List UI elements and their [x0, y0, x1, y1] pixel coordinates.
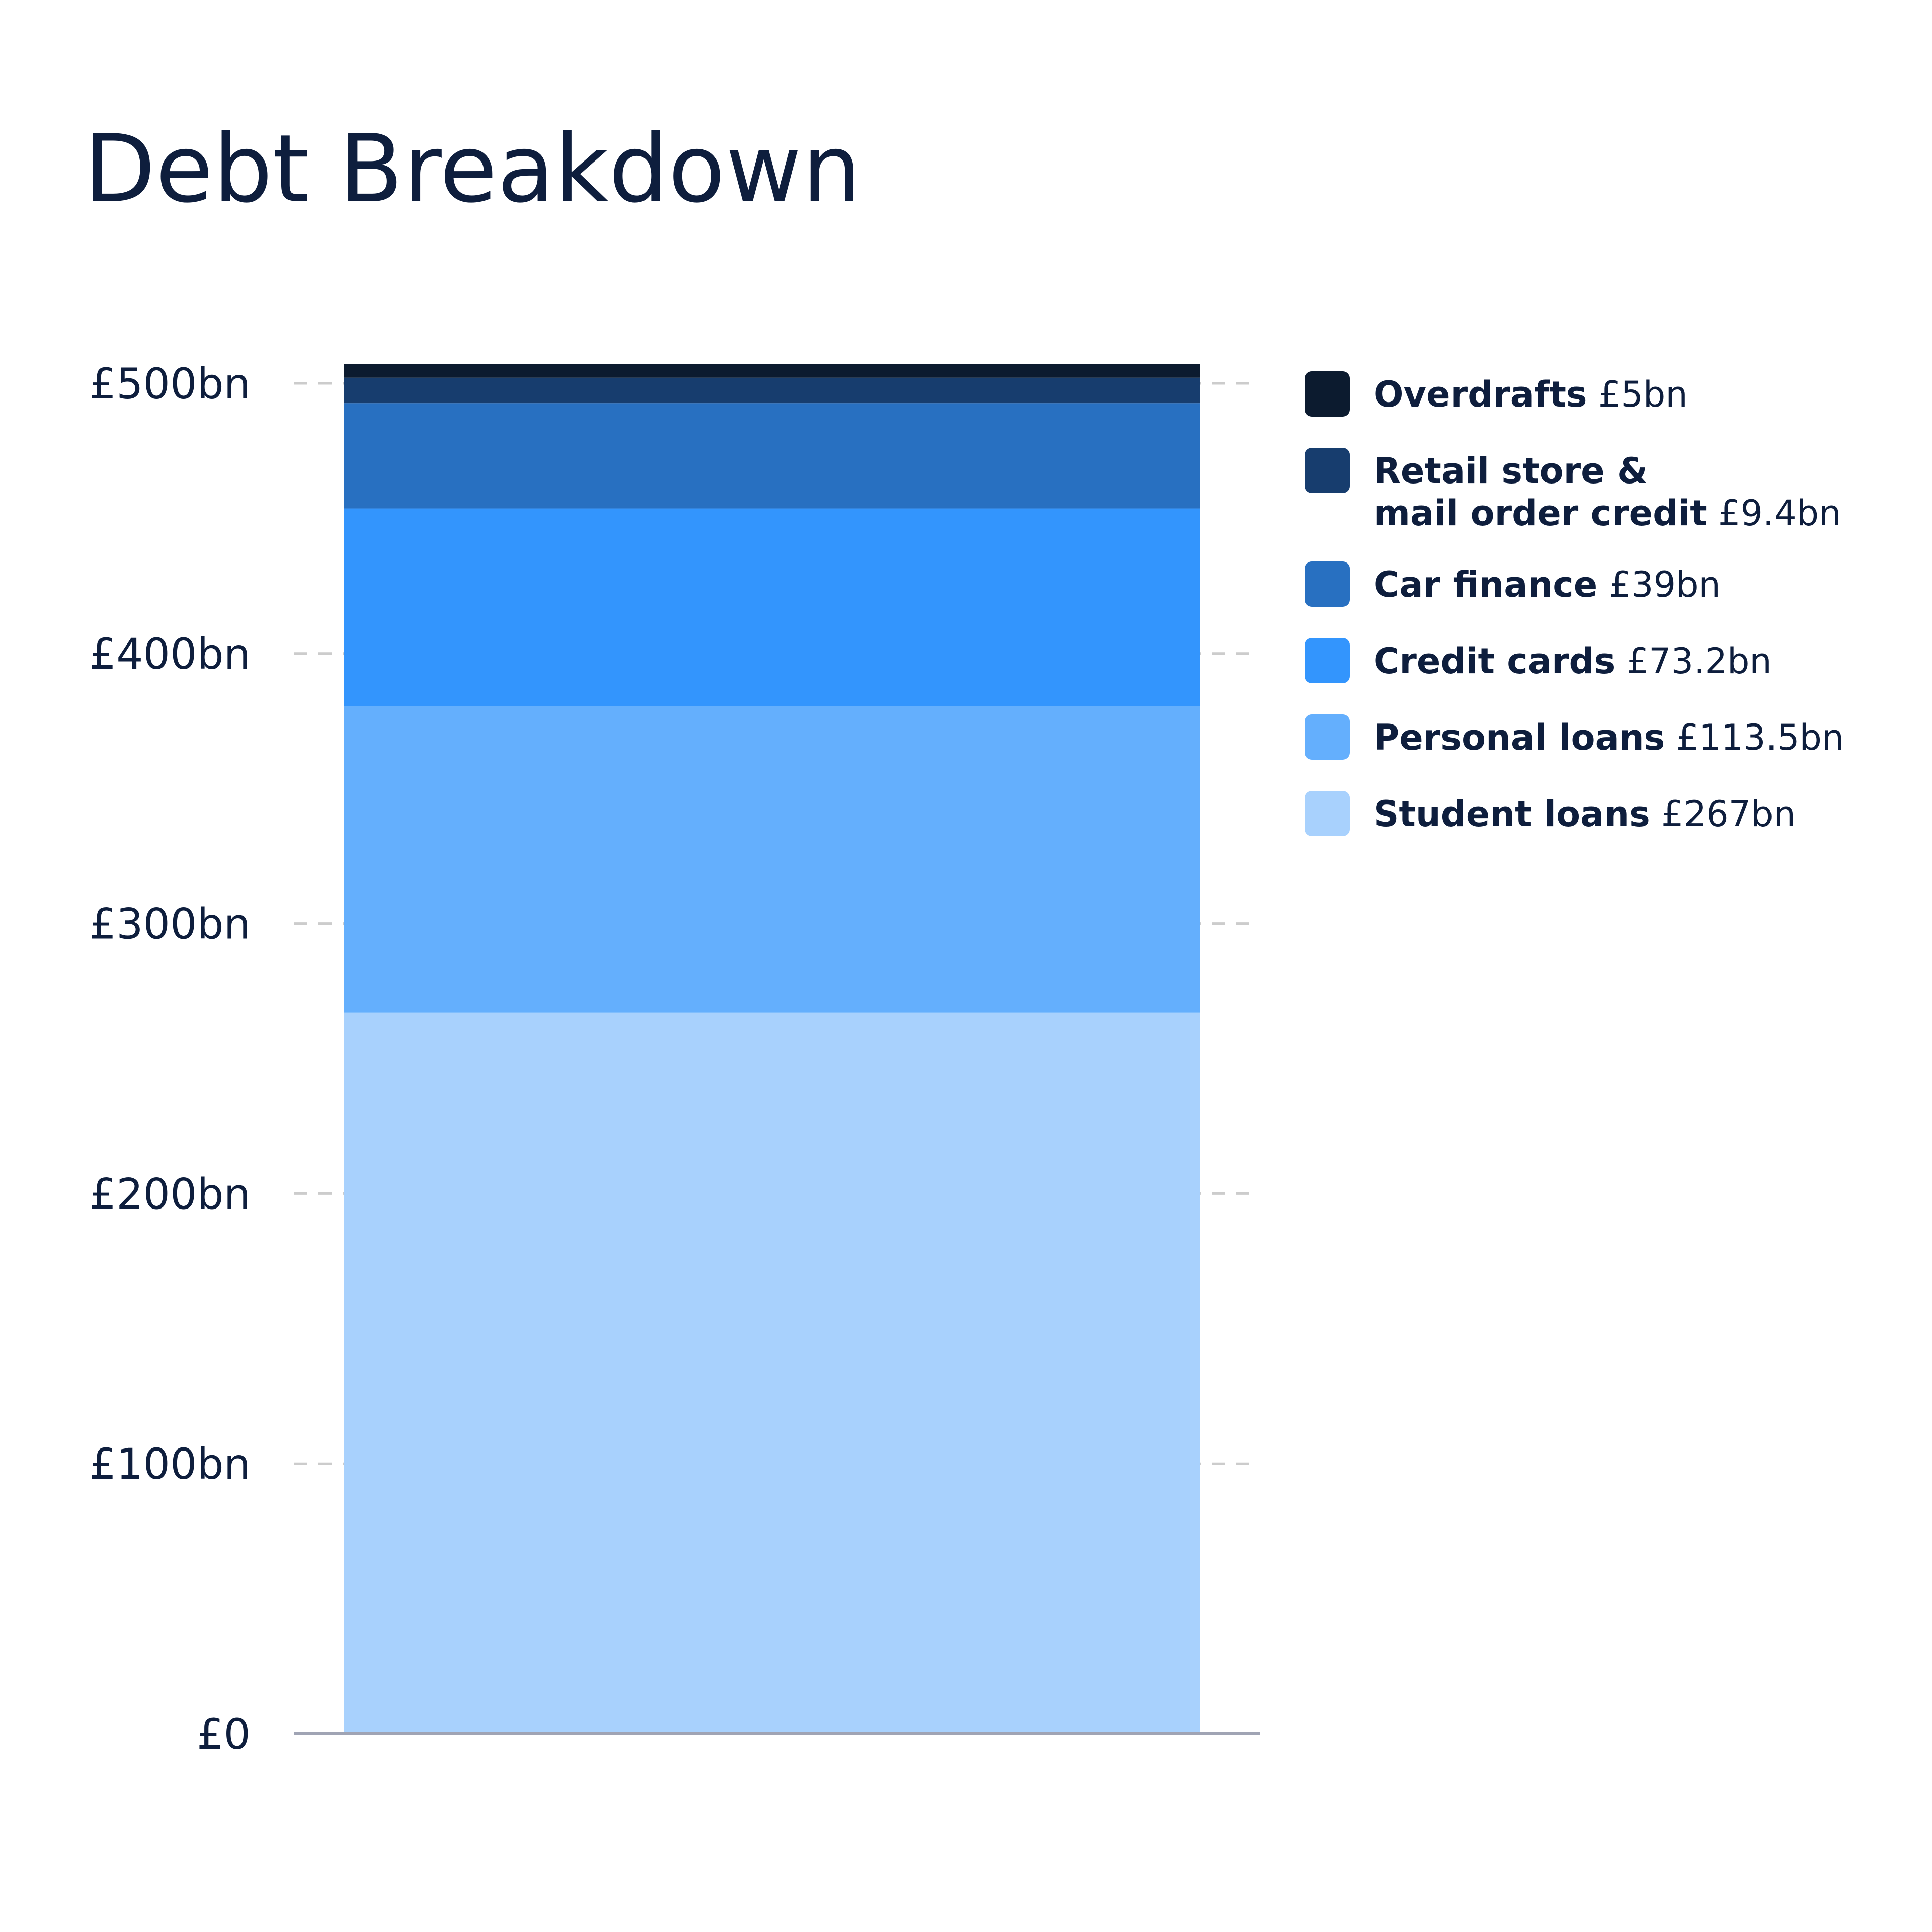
legend-item: Overdrafts £5bn	[1305, 371, 1688, 417]
y-axis: £0 £100bn £200bn £300bn £400bn £500bn	[90, 359, 1260, 1759]
legend-label: Student loans £267bn	[1374, 793, 1796, 835]
legend-item: Car finance £39bn	[1305, 561, 1721, 607]
legend-series-value: £39bn	[1597, 564, 1721, 605]
y-tick-label: £0	[197, 1710, 251, 1759]
legend-series-name: Retail store &	[1374, 450, 1648, 492]
legend-swatch	[1305, 714, 1350, 760]
legend-swatch	[1305, 371, 1350, 417]
legend-label: Credit cards £73.2bn	[1374, 640, 1772, 682]
legend-series-name: Overdrafts	[1374, 374, 1587, 415]
legend-swatch	[1305, 791, 1350, 836]
legend-swatch	[1305, 561, 1350, 607]
legend-series-value: £73.2bn	[1615, 640, 1772, 682]
bar-segment-student-loans	[344, 1012, 1200, 1734]
stacked-bar	[344, 364, 1200, 1734]
legend-series-value: £113.5bn	[1665, 717, 1844, 758]
bar-segment-retail-store-mail-order-credit	[344, 377, 1200, 404]
y-tick-label: £100bn	[90, 1439, 251, 1489]
legend-item: Personal loans £113.5bn	[1305, 714, 1844, 760]
legend-item: Retail store & mail order credit £9.4bn	[1305, 448, 1841, 534]
legend-item: Student loans £267bn	[1305, 791, 1796, 836]
legend-series-value: £9.4bn	[1707, 493, 1841, 534]
bar-segment-personal-loans	[344, 706, 1200, 1013]
legend-label: Personal loans £113.5bn	[1374, 717, 1844, 758]
chart-title: Debt Breakdown	[84, 114, 861, 223]
legend-swatch	[1305, 448, 1350, 493]
legend-series-name: Car finance	[1374, 564, 1597, 605]
y-tick-label: £300bn	[90, 900, 251, 949]
y-tick-label: £400bn	[90, 629, 251, 679]
legend-series-name: Student loans	[1374, 793, 1650, 835]
bar-segment-overdrafts	[344, 364, 1200, 378]
legend-series-value: £267bn	[1650, 793, 1796, 835]
legend-series-name: mail order credit	[1374, 493, 1707, 534]
legend-series-value: £5bn	[1587, 374, 1688, 415]
legend-label: Car finance £39bn	[1374, 564, 1721, 605]
legend-label: Retail store & mail order credit £9.4bn	[1374, 450, 1841, 534]
legend-series-name: Personal loans	[1374, 717, 1665, 758]
legend-series-name: Credit cards	[1374, 640, 1615, 682]
bar-segment-credit-cards	[344, 508, 1200, 706]
legend-label: Overdrafts £5bn	[1374, 374, 1688, 415]
legend-swatch	[1305, 638, 1350, 683]
y-tick-label: £500bn	[90, 359, 251, 409]
legend: Overdrafts £5bn Retail store & mail order …	[1305, 371, 1844, 836]
bar-segment-car-finance	[344, 403, 1200, 509]
y-tick-label: £200bn	[90, 1169, 251, 1219]
legend-item: Credit cards £73.2bn	[1305, 638, 1772, 683]
